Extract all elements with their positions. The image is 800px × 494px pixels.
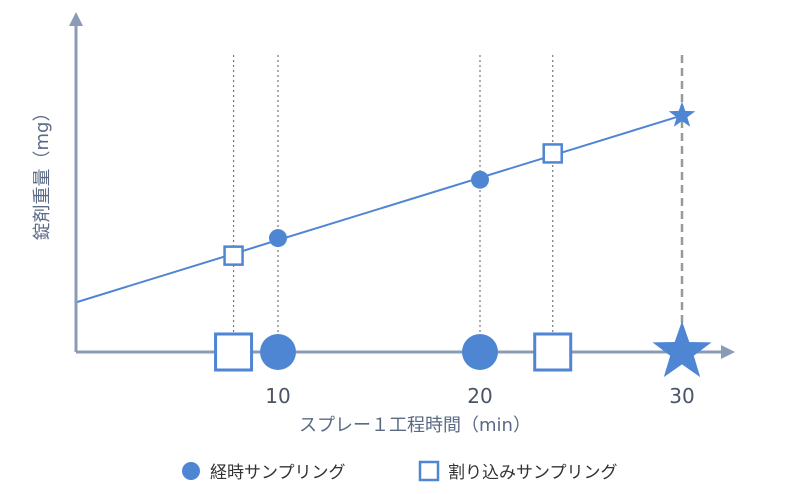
legend-label-periodic: 経時サンプリング <box>210 463 346 483</box>
axis-marker-circle <box>260 334 296 370</box>
x-tick-label: 30 <box>669 384 694 408</box>
line-marker-star-icon <box>668 101 696 127</box>
line-marker-square <box>223 245 244 266</box>
axis-marker-square <box>533 332 573 372</box>
axis-marker-star-icon <box>652 321 712 378</box>
legend-square-icon <box>418 460 440 482</box>
axis-marker-circle <box>462 334 498 370</box>
legend: 経時サンプリング 割り込みサンプリング <box>182 460 618 483</box>
x-axis-title: スプレー１工程時間（min） <box>299 415 531 436</box>
x-tick-label: 10 <box>265 384 290 408</box>
line-marker-circle <box>471 170 489 189</box>
markers <box>214 101 712 378</box>
legend-circle-icon <box>182 462 200 480</box>
x-tick-labels: 10 20 30 <box>265 384 694 408</box>
x-axis-arrow-icon <box>721 345 735 359</box>
guide-lines <box>232 55 684 352</box>
axes <box>69 12 735 359</box>
legend-label-interrupt: 割り込みサンプリング <box>448 463 618 483</box>
axis-marker-square <box>214 332 254 372</box>
trend-line <box>75 114 683 304</box>
y-axis-arrow-icon <box>69 12 83 26</box>
y-axis-title: 錠剤重量（mg） <box>32 104 53 241</box>
line-marker-square <box>542 143 563 164</box>
line-marker-circle <box>269 229 287 248</box>
x-tick-label: 20 <box>467 384 492 408</box>
